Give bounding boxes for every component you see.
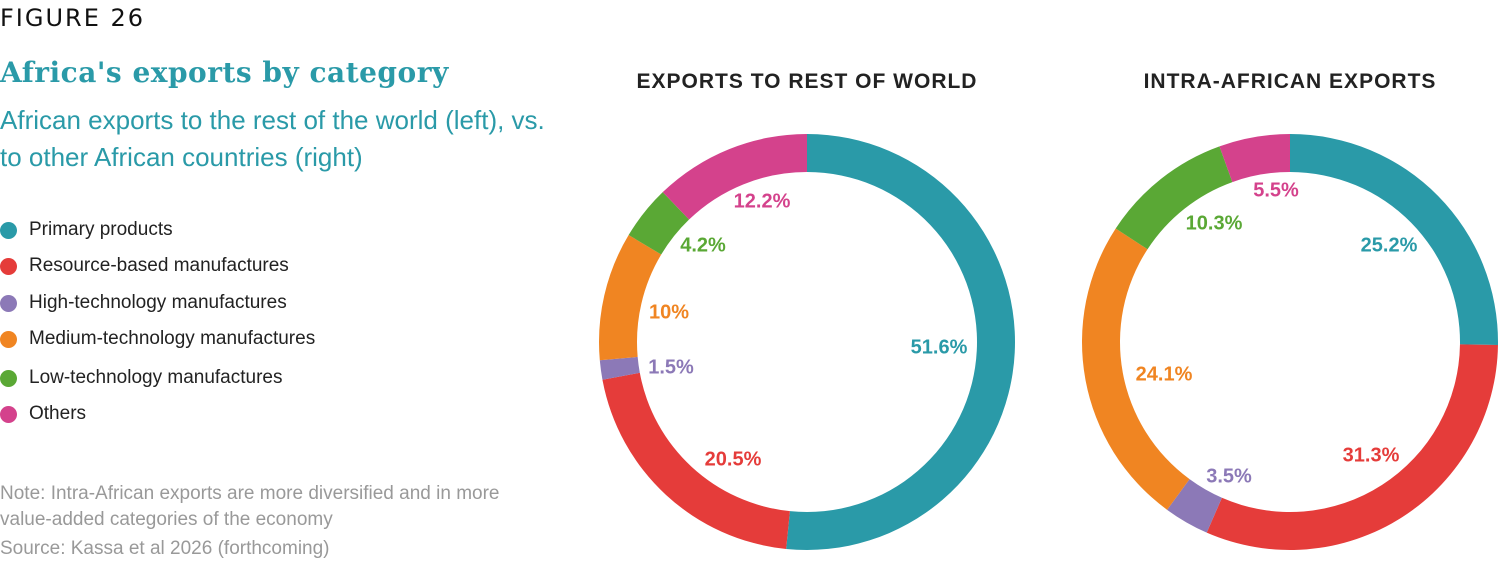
legend-item-primary-products: Primary products (0, 219, 173, 241)
legend-label: Medium-technology manufactures (29, 328, 316, 349)
donut-0-slice-primary-products (786, 134, 1016, 550)
donut-0-label-resource-based-manufactures: 20.5% (705, 448, 762, 470)
note-text: Note: Intra-African exports are more div… (0, 483, 500, 530)
legend-item-medium-technology: Medium-technology manufactures (0, 328, 315, 350)
chart-title: Africa's exports by category (0, 56, 449, 89)
legend-item-resource-based: Resource-based manufactures (0, 255, 289, 277)
donut-1-label-others: 5.5% (1253, 179, 1299, 201)
legend-label: High-technology manufactures (29, 292, 287, 313)
legend-label: Low-technology manufactures (29, 367, 283, 388)
donut-0-label-others: 12.2% (734, 190, 791, 212)
legend-swatch (0, 294, 17, 312)
donut-1-slice-resource-based-manufactures (1206, 344, 1498, 550)
legend-swatch (0, 257, 17, 275)
donut-0-label-medium-technology-manufactures: 10% (649, 301, 689, 323)
donut-1-label-medium-technology-manufactures: 24.1% (1136, 363, 1193, 385)
donut-1-slice-low-technology-manufactures (1115, 146, 1233, 250)
legend-swatch (0, 405, 17, 423)
legend-swatch (0, 221, 17, 239)
donut-1-label-primary-products: 25.2% (1361, 234, 1418, 256)
donut-title-rest-of-world: EXPORTS TO REST OF WORLD (636, 70, 978, 93)
donut-1-label-low-technology-manufactures: 10.3% (1186, 212, 1243, 234)
donut-0-slice-resource-based-manufactures (602, 372, 790, 549)
legend-item-high-technology: High-technology manufactures (0, 292, 287, 314)
figure-label: FIGURE 26 (0, 4, 146, 32)
source-text: Source: Kassa et al 2026 (forthcoming) (0, 538, 330, 559)
donut-0-label-primary-products: 51.6% (911, 336, 968, 358)
donut-0-label-low-technology-manufactures: 4.2% (680, 234, 726, 256)
donut-1-slice-primary-products (1290, 134, 1498, 345)
legend-item-low-technology: Low-technology manufactures (0, 367, 282, 389)
donut-0-label-high-technology-manufactures: 1.5% (648, 356, 694, 378)
donut-0-slice-low-technology-manufactures (628, 192, 690, 255)
donut-1-slice-high-technology-manufactures (1167, 479, 1222, 533)
donut-title-intra-african: INTRA-AFRICAN EXPORTS (1143, 70, 1437, 93)
legend-label: Resource-based manufactures (29, 255, 289, 276)
legend-item-others: Others (0, 403, 86, 425)
donut-0-slice-high-technology-manufactures (599, 356, 640, 380)
chart-subtitle: African exports to the rest of the world… (0, 105, 545, 172)
legend-label: Others (29, 403, 87, 424)
donut-0-slice-others (662, 134, 807, 220)
legend-label: Primary products (29, 219, 173, 240)
donut-0-slice-medium-technology-manufactures (599, 234, 662, 361)
donut-1-slice-medium-technology-manufactures (1082, 228, 1190, 510)
donut-1-slice-others (1219, 134, 1290, 183)
donut-1-label-high-technology-manufactures: 3.5% (1206, 465, 1252, 487)
legend-swatch (0, 369, 17, 387)
legend-swatch (0, 330, 17, 348)
donut-1-label-resource-based-manufactures: 31.3% (1343, 444, 1400, 466)
